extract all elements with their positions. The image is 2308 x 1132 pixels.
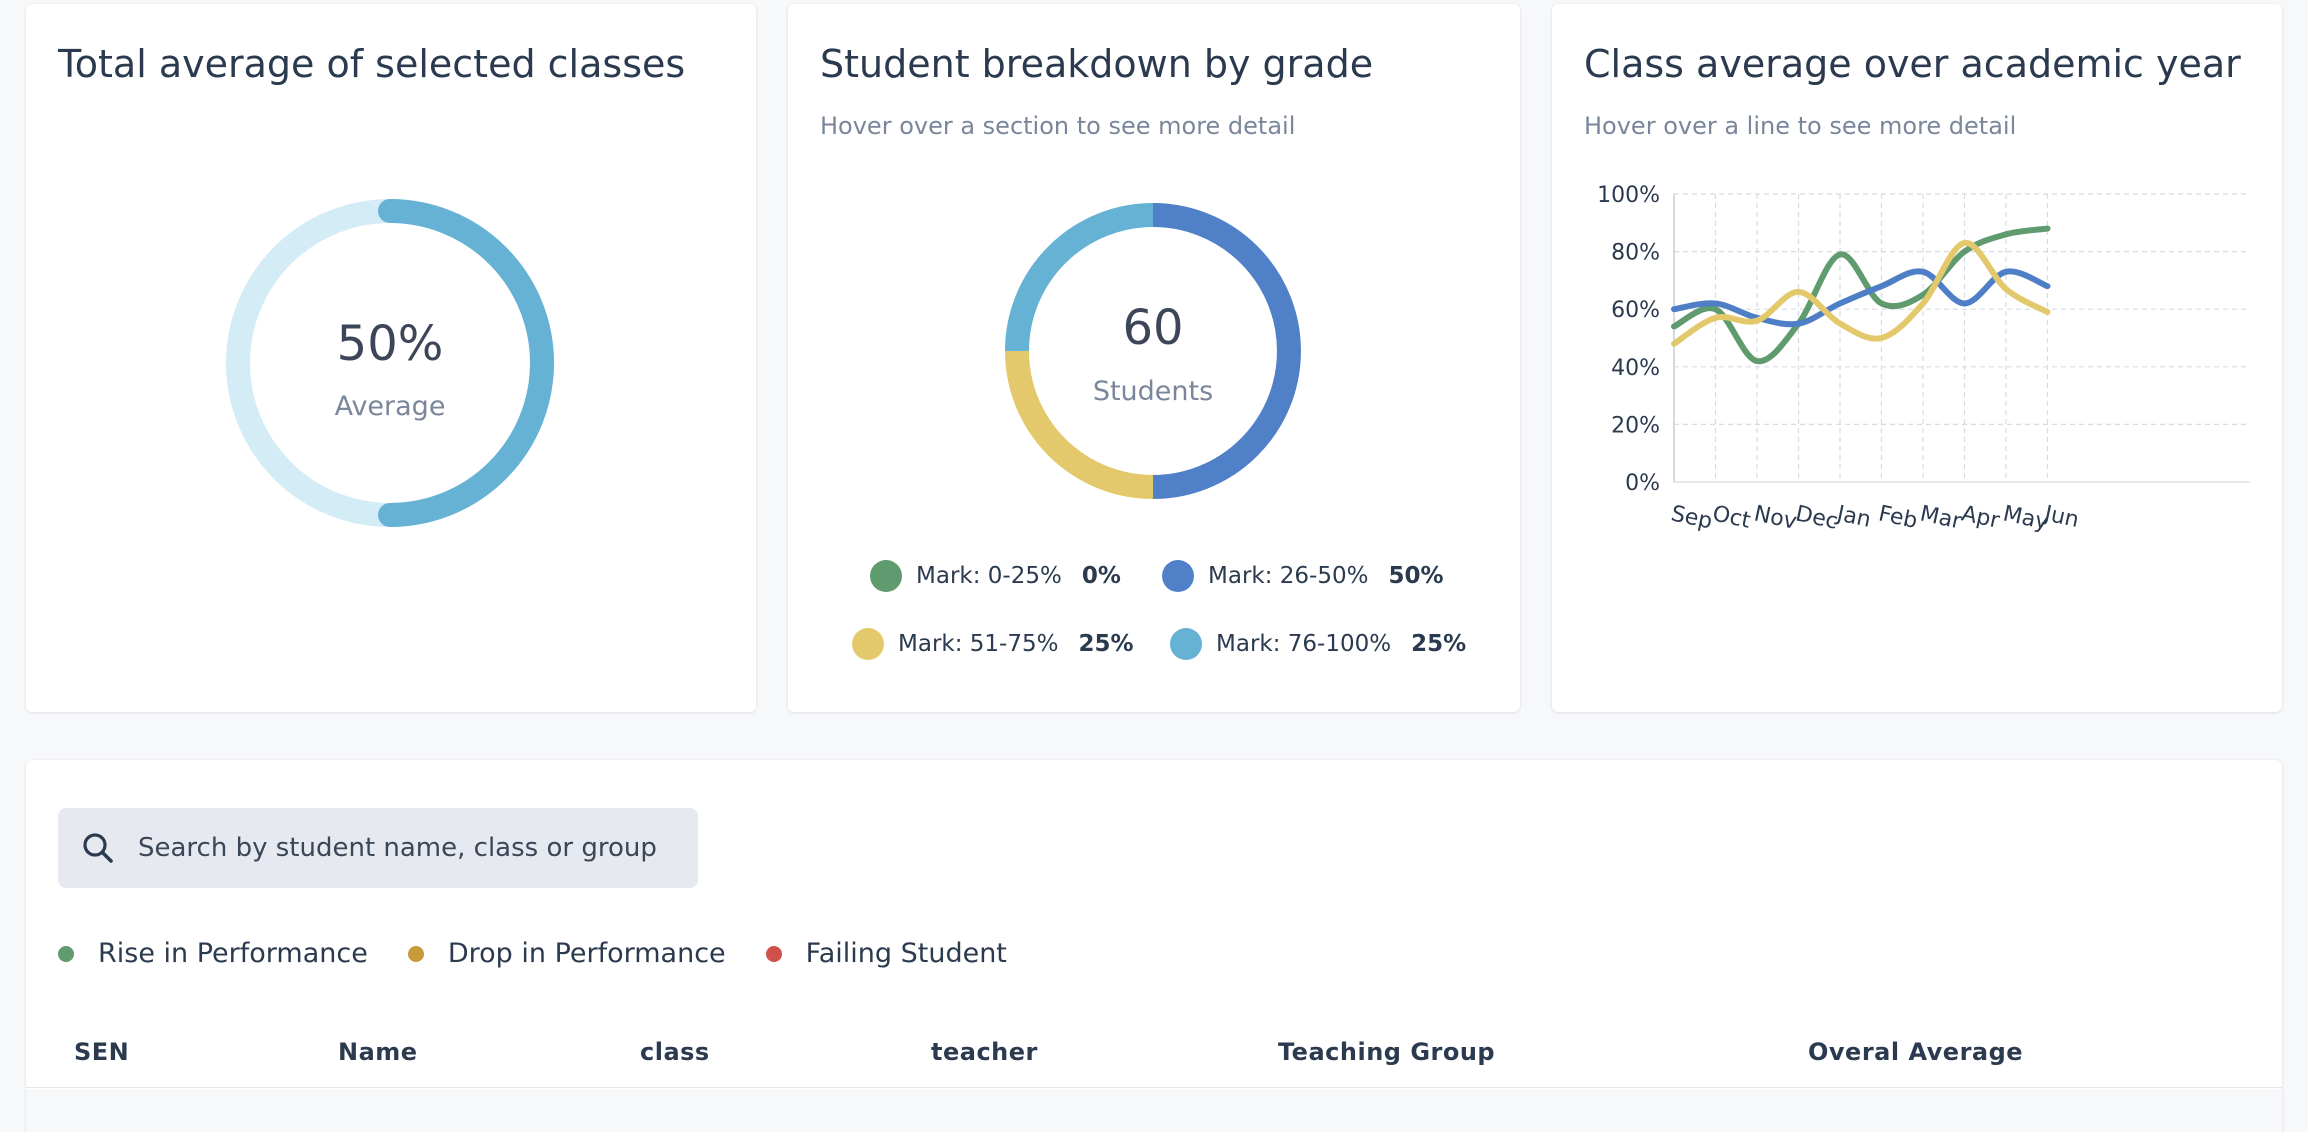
legend-dot bbox=[1162, 560, 1194, 592]
series-line[interactable] bbox=[1671, 239, 2051, 347]
grade-card-title: Student breakdown by grade bbox=[820, 42, 1374, 86]
legend-percent: 25% bbox=[1411, 631, 1467, 657]
table-header: SEN Name class teacher Teaching Group Ov… bbox=[26, 1016, 2282, 1088]
grade-total: 60 bbox=[1122, 300, 1183, 356]
x-tick-label: Feb bbox=[1876, 501, 1919, 534]
search-icon bbox=[83, 833, 113, 863]
average-caption: Average bbox=[335, 391, 446, 422]
trend-card: Class average over academic year Hover o… bbox=[1552, 4, 2282, 712]
legend-label: Mark: 0-25% bbox=[916, 563, 1062, 589]
column-header-sen[interactable]: SEN bbox=[74, 1038, 130, 1066]
grade-legend-item[interactable]: Mark: 0-25% 0% bbox=[870, 560, 1121, 592]
y-tick-label: 80% bbox=[1611, 241, 1660, 266]
x-tick-label: Sep bbox=[1669, 501, 1715, 534]
column-header-name[interactable]: Name bbox=[338, 1038, 418, 1066]
y-tick-label: 40% bbox=[1611, 356, 1660, 381]
status-legend: Rise in Performance Drop in Performance … bbox=[58, 938, 1047, 969]
legend-label: Mark: 51-75% bbox=[898, 631, 1059, 657]
grade-caption: Students bbox=[1093, 376, 1213, 407]
grade-legend-item[interactable]: Mark: 26-50% 50% bbox=[1162, 560, 1444, 592]
legend-percent: 50% bbox=[1388, 563, 1444, 589]
legend-percent: 25% bbox=[1078, 631, 1134, 657]
average-donut-fill bbox=[378, 199, 554, 527]
status-label: Rise in Performance bbox=[98, 938, 368, 969]
x-tick-label: Oct bbox=[1710, 501, 1753, 533]
average-value: 50% bbox=[337, 316, 444, 372]
status-label: Failing Student bbox=[805, 938, 1007, 969]
status-legend-item: Rise in Performance bbox=[58, 938, 368, 969]
column-header-teaching-group[interactable]: Teaching Group bbox=[1278, 1038, 1496, 1066]
grade-donut: 60 Students bbox=[1005, 203, 1301, 499]
legend-label: Mark: 26-50% bbox=[1208, 563, 1369, 589]
grade-legend-item[interactable]: Mark: 51-75% 25% bbox=[852, 628, 1134, 660]
grade-breakdown-card: Student breakdown by grade Hover over a … bbox=[788, 4, 1520, 712]
series-line[interactable] bbox=[1671, 268, 2051, 328]
status-dot bbox=[58, 945, 74, 962]
status-legend-item: Failing Student bbox=[765, 938, 1007, 969]
y-tick-label: 60% bbox=[1611, 298, 1660, 323]
x-tick-label: Mar bbox=[1918, 501, 1965, 534]
search-input[interactable] bbox=[138, 833, 668, 863]
column-header-overall-average[interactable]: Overal Average bbox=[1808, 1038, 2024, 1066]
x-tick-label: Jan bbox=[1833, 501, 1873, 533]
grade-segment[interactable] bbox=[1005, 203, 1154, 352]
grade-segment[interactable] bbox=[1005, 350, 1154, 499]
average-donut: 50% Average bbox=[226, 199, 554, 527]
trend-card-subtitle: Hover over a line to see more detail bbox=[1584, 112, 2017, 140]
y-tick-label: 100% bbox=[1597, 183, 1660, 208]
status-dot bbox=[765, 945, 782, 962]
x-tick-label: Dec bbox=[1793, 501, 1840, 534]
grade-card-subtitle: Hover over a section to see more detail bbox=[820, 112, 1296, 140]
status-dot bbox=[407, 945, 424, 962]
legend-dot bbox=[852, 628, 884, 660]
average-card: Total average of selected classes 50% Av… bbox=[26, 4, 756, 712]
grade-legend-item[interactable]: Mark: 76-100% 25% bbox=[1170, 628, 1466, 660]
trend-card-title: Class average over academic year bbox=[1584, 42, 2241, 86]
column-header-class[interactable]: class bbox=[640, 1038, 710, 1066]
y-tick-label: 0% bbox=[1625, 471, 1660, 496]
legend-label: Mark: 76-100% bbox=[1216, 631, 1392, 657]
search-box[interactable] bbox=[58, 808, 698, 888]
average-card-title: Total average of selected classes bbox=[58, 42, 686, 86]
column-header-teacher[interactable]: teacher bbox=[931, 1038, 1038, 1066]
status-legend-item: Drop in Performance bbox=[407, 938, 726, 969]
grade-segment[interactable] bbox=[1152, 203, 1301, 499]
legend-dot bbox=[1170, 628, 1202, 660]
status-label: Drop in Performance bbox=[447, 938, 726, 969]
table-body bbox=[26, 1089, 2282, 1132]
series-line[interactable] bbox=[1671, 225, 2051, 365]
y-tick-label: 20% bbox=[1611, 413, 1660, 438]
x-tick-label: Apr bbox=[1959, 501, 2002, 534]
legend-percent: 0% bbox=[1081, 563, 1121, 589]
legend-dot bbox=[870, 560, 902, 592]
x-tick-label: Nov bbox=[1752, 501, 1799, 534]
student-table-card: Rise in Performance Drop in Performance … bbox=[26, 760, 2282, 1132]
